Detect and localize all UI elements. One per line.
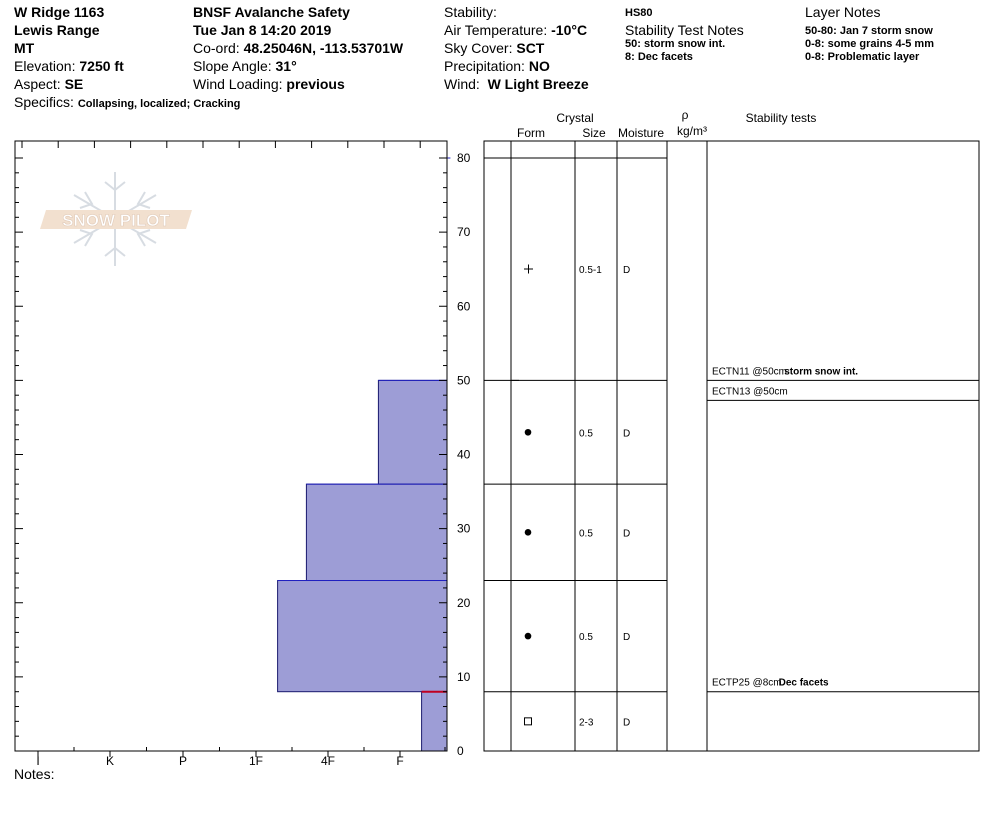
- obs-datetime: Tue Jan 8 14:20 2019: [193, 22, 332, 38]
- crystal-size: 0.5: [579, 632, 593, 643]
- moisture-value: D: [623, 717, 630, 728]
- stability-test-result: ECTN13 @50cm: [712, 386, 788, 397]
- wind-loading-value: previous: [286, 76, 345, 92]
- crystal-size: 0.5: [579, 528, 593, 539]
- table-frame: [483, 140, 980, 752]
- hardness-plot-frame: [14, 140, 448, 752]
- stability-test-result: ECTN11 @50cm: [712, 366, 787, 377]
- org-name: BNSF Avalanche Safety: [193, 4, 350, 20]
- y-tick-label: 30: [457, 522, 471, 536]
- y-tick-label: 50: [457, 373, 471, 387]
- size-header: Size: [582, 126, 606, 140]
- hs-value: HS80: [625, 7, 653, 19]
- layer-table: 0.5-1 D 0.5 D 0.5 D 0.5 D 2-3 D ECTN11 @50cmstorm …: [483, 140, 980, 752]
- precip-value: NO: [528, 58, 550, 74]
- specifics-row: Specifics: Collapsing, localized; Cracki…: [14, 94, 240, 110]
- sky-label: Sky Cover:: [444, 40, 513, 56]
- x-tick-label: 1F: [249, 754, 263, 768]
- stability-note-1: 50: storm snow int.: [625, 38, 726, 50]
- density-unit-header: kg/m³: [677, 124, 707, 138]
- hardness-bar: [421, 691, 448, 752]
- stability-note-2: 8: Dec facets: [625, 51, 693, 63]
- hardness-layers: [277, 157, 451, 752]
- coord-row: Co-ord: 48.25046N, -113.53701W: [193, 40, 403, 56]
- specifics-label: Specifics:: [14, 94, 74, 110]
- moisture-value: D: [623, 528, 630, 539]
- coord-label: Co-ord:: [193, 40, 240, 56]
- x-tick-label: F: [396, 754, 403, 768]
- snowpilot-logo: SNOW PILOT: [40, 172, 192, 266]
- x-tick-label: P: [179, 754, 187, 768]
- wind-loading-label: Wind Loading:: [193, 76, 283, 92]
- moisture-value: D: [623, 632, 630, 643]
- stability-test-note: storm snow int.: [784, 366, 858, 377]
- sky-row: Sky Cover: SCT: [444, 40, 544, 56]
- moisture-value: D: [623, 265, 630, 276]
- layer-note-3: 0-8: Problematic layer: [805, 51, 920, 63]
- rho-header: ρ: [682, 108, 689, 122]
- stability-label: Stability:: [444, 4, 497, 20]
- wind-loading-row: Wind Loading: previous: [193, 76, 345, 92]
- slope-row: Slope Angle: 31°: [193, 58, 297, 74]
- notes-label: Notes:: [14, 766, 55, 782]
- wind-row: Wind: W Light Breeze: [444, 76, 589, 92]
- y-tick-label: 80: [457, 151, 471, 165]
- range-name: Lewis Range: [14, 22, 100, 38]
- y-tick-label: 0: [457, 744, 464, 758]
- crystal-form-facet-icon: [524, 717, 532, 726]
- logo-text: SNOW PILOT: [62, 211, 170, 230]
- stability-tests-header: Stability tests: [746, 111, 817, 125]
- form-header: Form: [517, 126, 545, 140]
- elevation-label: Elevation:: [14, 58, 76, 74]
- crystal-header: Crystal: [556, 111, 593, 125]
- hardness-axes: 0 10 20 30 40 50 60 70 80 I K P 1F 4F F: [14, 140, 471, 768]
- slope-value: 31°: [275, 58, 297, 74]
- elevation-row: Elevation: 7250 ft: [14, 58, 124, 74]
- x-tick-label: I: [36, 754, 39, 768]
- x-tick-label: K: [106, 754, 114, 768]
- wind-value: W Light Breeze: [487, 76, 589, 92]
- wind-label: Wind:: [444, 76, 480, 92]
- crystal-form-rounded-icon: [524, 529, 532, 536]
- layer-notes-title: Layer Notes: [805, 4, 881, 20]
- slope-label: Slope Angle:: [193, 58, 272, 74]
- y-tick-label: 70: [457, 225, 471, 239]
- hardness-bar: [277, 580, 448, 693]
- crystal-size: 0.5: [579, 428, 593, 439]
- air-temp-row: Air Temperature: -10°C: [444, 22, 587, 38]
- y-tick-label: 10: [457, 670, 471, 684]
- crystal-form-rounded-icon: [524, 632, 532, 640]
- crystal-form-rounded-icon: [524, 428, 532, 436]
- elevation-value: 7250 ft: [79, 58, 124, 74]
- stability-test-note: Dec facets: [779, 678, 829, 689]
- hardness-bar: [377, 379, 448, 485]
- crystal-size: 0.5-1: [579, 265, 602, 276]
- y-tick-label: 40: [457, 448, 471, 462]
- x-tick-label: 4F: [321, 754, 335, 768]
- aspect-row: Aspect: SE: [14, 76, 83, 92]
- moisture-header: Moisture: [618, 126, 664, 140]
- location-name: W Ridge 1163: [14, 4, 105, 20]
- stability-notes-title: Stability Test Notes: [625, 22, 744, 38]
- sky-value: SCT: [516, 40, 545, 56]
- air-temp-value: -10°C: [551, 22, 588, 38]
- specifics-value: Collapsing, localized; Cracking: [77, 98, 241, 110]
- moisture-value: D: [623, 428, 630, 439]
- hardness-bar: [305, 483, 448, 582]
- layer-note-1: 50-80: Jan 7 storm snow: [805, 25, 933, 37]
- precip-row: Precipitation: NO: [444, 58, 550, 74]
- air-temp-label: Air Temperature:: [444, 22, 548, 38]
- logo-banner: [40, 210, 192, 229]
- state-name: MT: [14, 40, 35, 56]
- y-tick-label: 20: [457, 596, 471, 610]
- aspect-value: SE: [64, 76, 84, 92]
- coord-value: 48.25046N, -113.53701W: [243, 40, 404, 56]
- precip-label: Precipitation:: [444, 58, 525, 74]
- aspect-label: Aspect:: [14, 76, 61, 92]
- layer-note-2: 0-8: some grains 4-5 mm: [805, 38, 934, 50]
- y-tick-label: 60: [457, 299, 471, 313]
- crystal-size: 2-3: [579, 717, 594, 728]
- stability-test-result: ECTP25 @8cm: [712, 678, 782, 689]
